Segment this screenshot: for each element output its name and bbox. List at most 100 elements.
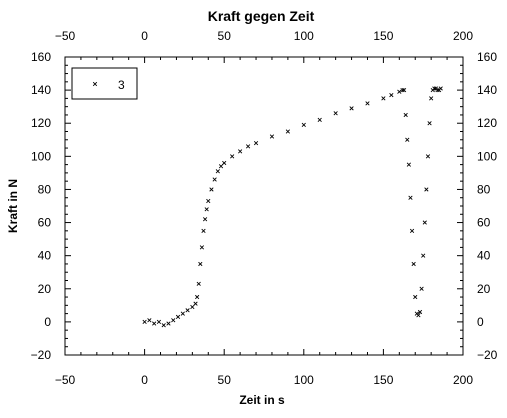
data-point: [230, 154, 235, 159]
data-point: [421, 253, 426, 258]
data-point: [417, 309, 423, 315]
data-point: [156, 319, 162, 325]
data-point: [171, 318, 176, 323]
data-point: [215, 169, 220, 174]
data-point: [427, 121, 432, 126]
y-tick-label-left: 0: [44, 315, 51, 329]
data-point: [349, 106, 354, 111]
legend-marker: [92, 81, 98, 87]
y-tick-label-left: 80: [38, 182, 52, 196]
data-point: [195, 294, 200, 300]
x-tick-label-top: 150: [373, 29, 393, 43]
y-tick-label-left: 100: [31, 149, 51, 163]
data-point: [175, 314, 181, 320]
x-tick-label-top: 50: [218, 29, 232, 43]
data-point: [432, 86, 437, 91]
legend-marker-x: [92, 81, 98, 87]
y-tick-label-right: 60: [477, 216, 491, 230]
x-tick-label-bottom: 150: [373, 373, 393, 387]
data-point: [381, 96, 386, 101]
y-tick-label-right: 160: [477, 50, 497, 64]
y-tick-label-right: 0: [477, 315, 484, 329]
plot-frame: [64, 56, 464, 356]
data-point: [204, 207, 209, 212]
x-axis-label: Zeit in s: [239, 393, 285, 407]
y-tick-label-right: 80: [477, 182, 491, 196]
x-tick-label-top: −50: [55, 29, 76, 43]
data-point: [429, 96, 434, 101]
data-point: [333, 111, 338, 116]
x-tick-label-bottom: 200: [453, 373, 473, 387]
data-point: [413, 294, 418, 300]
data-point: [422, 220, 427, 225]
y-tick-label-left: 140: [31, 83, 51, 97]
data-point: [190, 304, 195, 310]
y-tick-label-right: 40: [477, 249, 491, 263]
data-point: [425, 154, 431, 159]
data-point: [152, 321, 157, 326]
y-tick-label-right: 120: [477, 116, 497, 130]
data-point: [411, 261, 416, 267]
x-tick-label-bottom: −50: [55, 373, 76, 387]
y-tick-label-left: 20: [38, 282, 52, 296]
data-point: [201, 228, 206, 233]
chart-title: Kraft gegen Zeit: [208, 8, 315, 24]
data-point: [301, 122, 306, 127]
data-point: [180, 311, 185, 316]
data-point: [238, 149, 243, 154]
axis-ticks: −50 −50 0 0 50 50 100 100 150 150 200 200 −20 −20 0 0 20…: [31, 29, 498, 387]
data-point: [397, 89, 402, 94]
data-points: [142, 86, 443, 328]
y-tick-label-right: 100: [477, 149, 497, 163]
legend-box: [71, 67, 138, 100]
data-point: [285, 129, 290, 134]
x-tick-label-top: 200: [453, 29, 473, 43]
data-point: [198, 261, 203, 267]
y-tick-label-right: 140: [477, 83, 497, 97]
data-point: [400, 87, 405, 93]
data-point: [409, 228, 415, 233]
data-point: [365, 101, 370, 106]
data-point: [222, 160, 227, 166]
data-point: [142, 319, 147, 325]
x-tick-label-bottom: 100: [294, 373, 314, 387]
data-point: [317, 117, 322, 123]
y-tick-label-left: 120: [31, 116, 51, 130]
data-point: [147, 318, 152, 323]
legend: 3: [71, 67, 138, 100]
data-point: [401, 87, 407, 93]
data-point: [419, 286, 424, 291]
data-point: [209, 187, 214, 192]
y-tick-label-left: 160: [31, 50, 51, 64]
x-tick-label-bottom: 50: [218, 373, 232, 387]
y-axis-label: Kraft in N: [6, 179, 20, 233]
y-tick-label-right: −20: [477, 348, 498, 362]
x-tick-label-bottom: 0: [141, 373, 148, 387]
data-point: [206, 198, 211, 204]
data-point: [185, 308, 190, 313]
data-point: [161, 323, 166, 328]
data-point: [389, 92, 394, 98]
data-point: [269, 134, 275, 139]
data-point: [408, 195, 413, 200]
data-point: [245, 144, 251, 149]
x-tick-label-top: 0: [141, 29, 148, 43]
y-tick-label-left: −20: [31, 348, 52, 362]
legend-label: 3: [118, 78, 125, 92]
x-tick-label-top: 100: [294, 29, 314, 43]
data-point: [193, 301, 198, 306]
data-point: [403, 112, 408, 118]
data-point: [196, 281, 201, 286]
data-point: [416, 313, 421, 318]
data-point: [199, 245, 205, 250]
y-tick-label-left: 60: [38, 216, 52, 230]
y-tick-label-right: 20: [477, 282, 491, 296]
data-point: [435, 87, 440, 93]
data-point: [202, 217, 208, 222]
data-point: [166, 321, 171, 326]
data-point: [218, 164, 224, 169]
data-point: [405, 137, 410, 142]
data-point: [406, 162, 411, 167]
data-point: [212, 177, 217, 182]
